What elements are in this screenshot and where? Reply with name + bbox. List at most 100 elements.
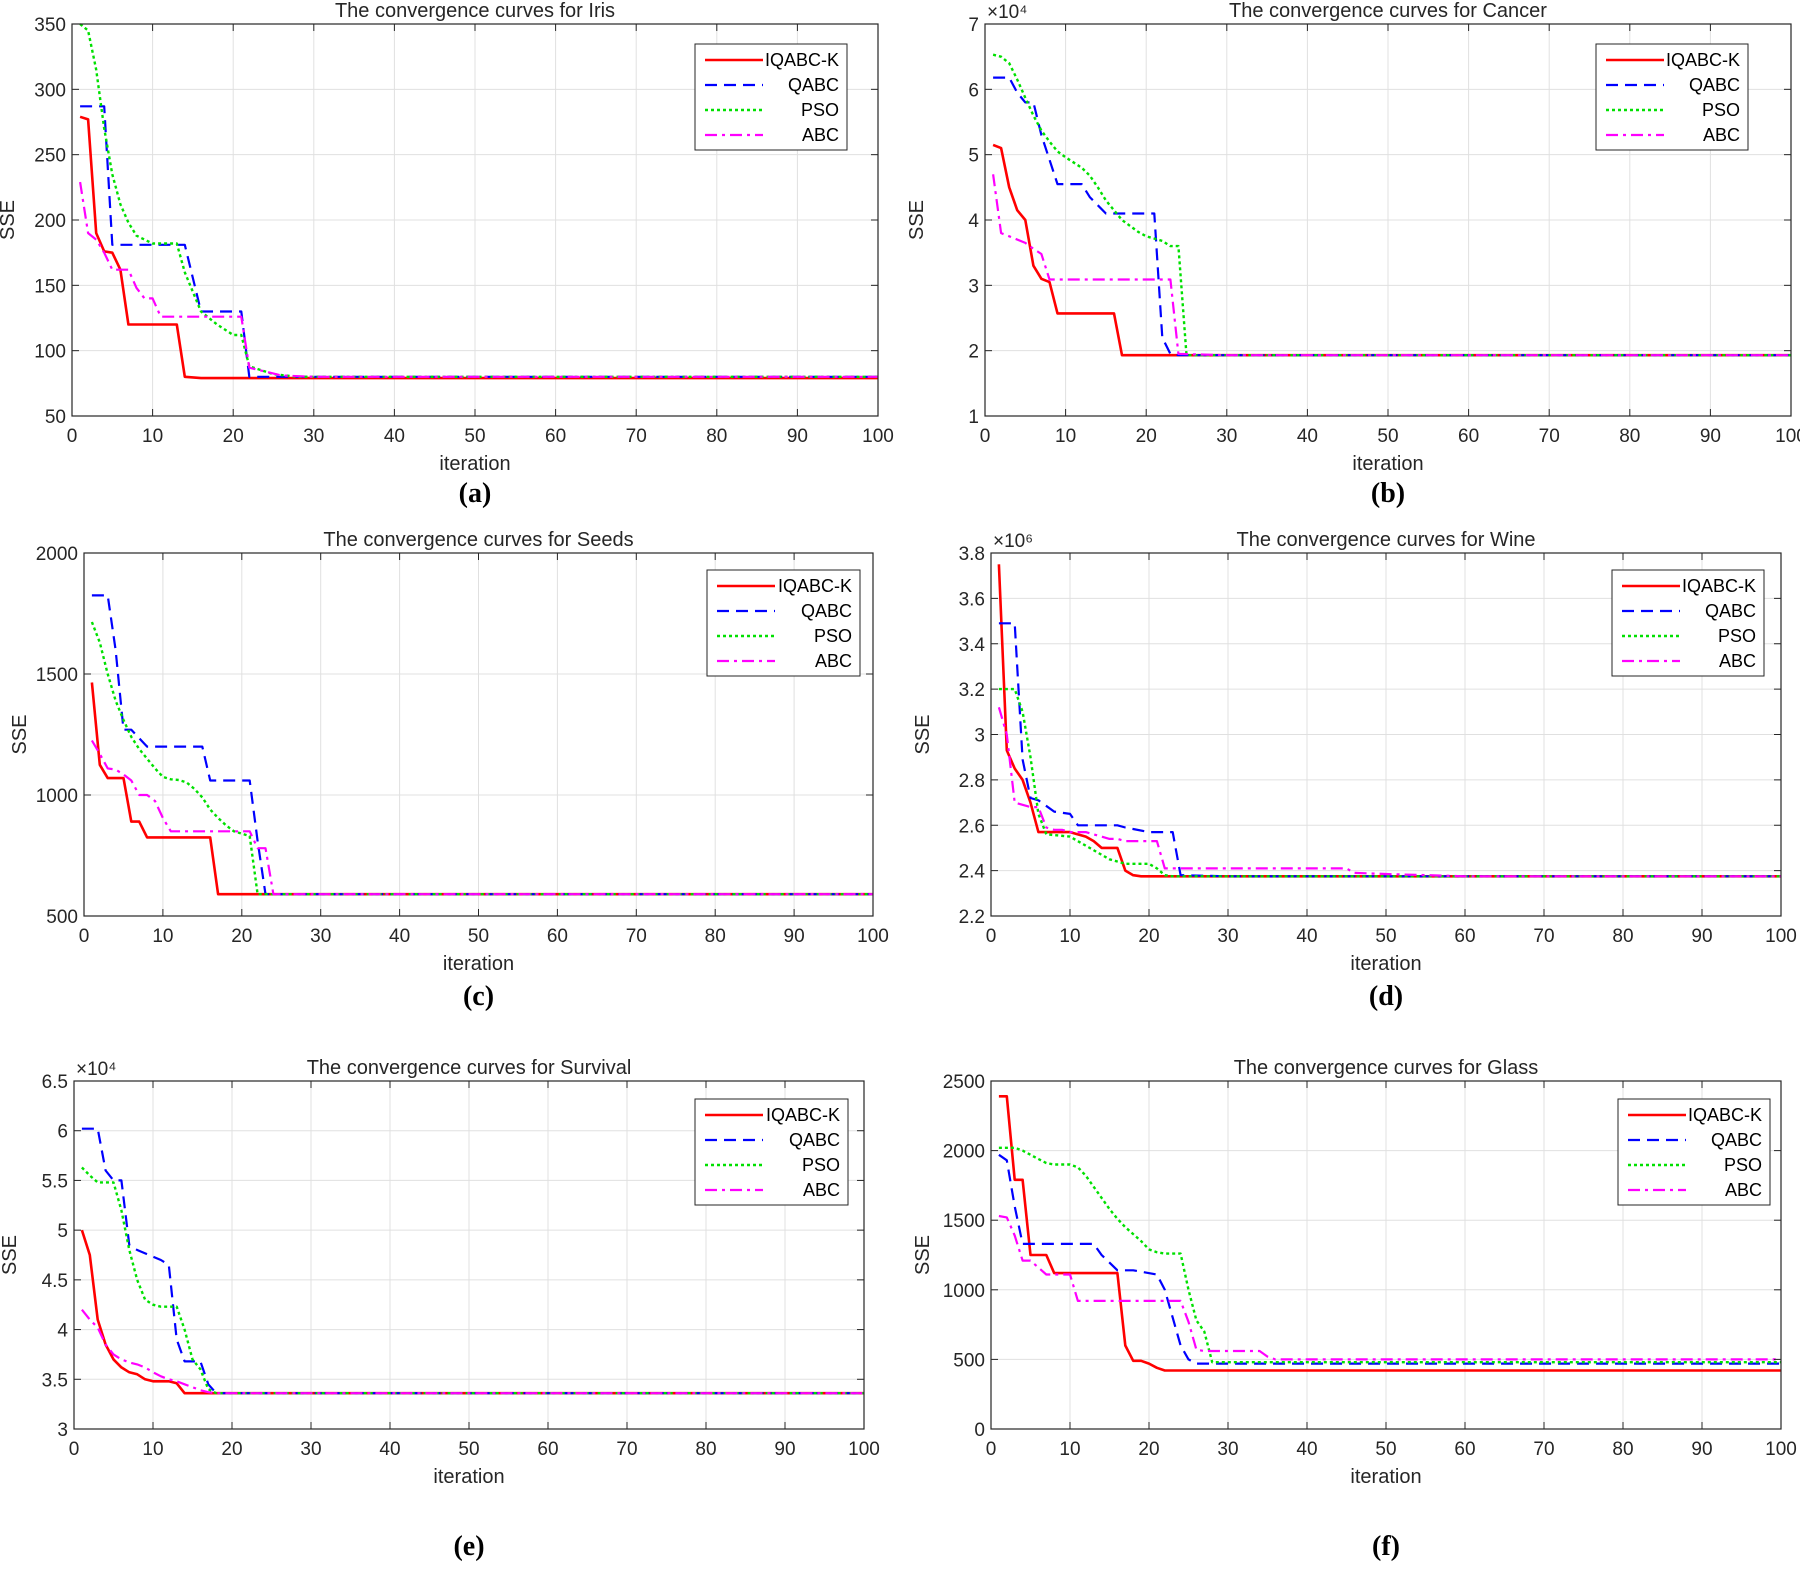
- y-scale-multiplier: ×10⁴: [76, 1059, 116, 1080]
- x-tick-label: 10: [142, 426, 163, 447]
- y-tick-label: 1: [968, 407, 979, 428]
- y-tick-label: 0: [974, 1420, 985, 1441]
- x-tick-label: 50: [458, 1439, 479, 1460]
- series-line-qabc: [81, 1127, 864, 1395]
- series-line-pso: [81, 1166, 864, 1395]
- x-tick-label: 50: [1375, 1439, 1396, 1460]
- y-tick-label: 3.2: [959, 680, 985, 701]
- x-tick-label: 80: [1619, 426, 1640, 447]
- chart-title: The convergence curves for Survival: [307, 1057, 632, 1079]
- series-line-pso: [998, 687, 1781, 878]
- x-tick-label: 30: [1217, 1439, 1238, 1460]
- x-tick-label: 60: [547, 926, 568, 947]
- y-tick-label: 1500: [943, 1211, 985, 1232]
- x-tick-label: 50: [464, 426, 485, 447]
- y-tick-label: 3: [57, 1420, 68, 1441]
- y-tick-label: 3: [968, 276, 979, 297]
- y-tick-label: 2.2: [959, 907, 985, 928]
- y-scale-multiplier: ×10⁶: [993, 531, 1033, 552]
- legend-label: IQABC-K: [1688, 1105, 1762, 1125]
- legend-label: IQABC-K: [778, 576, 852, 596]
- legend: IQABC-K QABC PSO ABC: [1595, 43, 1749, 151]
- y-tick-label: 5: [57, 1221, 68, 1242]
- x-tick-label: 70: [626, 426, 647, 447]
- y-tick-label: 2.8: [959, 771, 985, 792]
- series-line-iqabc-k: [992, 143, 1791, 357]
- y-tick-label: 6.5: [42, 1072, 68, 1093]
- legend-label: PSO: [1718, 626, 1756, 646]
- y-axis-label: SSE: [912, 1235, 934, 1275]
- x-axis-label: iteration: [1352, 453, 1423, 475]
- y-tick-label: 2500: [943, 1072, 985, 1093]
- x-tick-label: 20: [1138, 1439, 1159, 1460]
- x-tick-label: 90: [787, 426, 808, 447]
- panel-label: (d): [1369, 981, 1403, 1012]
- x-tick-label: 100: [1765, 1439, 1797, 1460]
- x-tick-label: 100: [1765, 926, 1797, 947]
- series-line-abc: [79, 181, 878, 378]
- legend: IQABC-K QABC PSO ABC: [1617, 1098, 1771, 1206]
- x-tick-label: 30: [300, 1439, 321, 1460]
- y-tick-label: 200: [34, 211, 66, 232]
- y-tick-label: 350: [34, 15, 66, 36]
- y-tick-label: 4: [57, 1321, 68, 1342]
- y-tick-label: 1000: [36, 786, 78, 807]
- x-tick-label: 60: [1454, 926, 1475, 947]
- y-tick-label: 3.5: [42, 1370, 68, 1391]
- y-tick-label: 3.8: [959, 544, 985, 565]
- x-tick-label: 70: [616, 1439, 637, 1460]
- legend-label: ABC: [803, 1180, 840, 1200]
- y-tick-label: 2.6: [959, 816, 985, 837]
- x-tick-label: 50: [1375, 926, 1396, 947]
- x-tick-label: 80: [1612, 926, 1633, 947]
- x-tick-label: 90: [784, 926, 805, 947]
- legend-label: QABC: [801, 601, 852, 621]
- y-tick-label: 7: [968, 15, 979, 36]
- x-tick-label: 30: [310, 926, 331, 947]
- x-axis-label: iteration: [439, 453, 510, 475]
- x-tick-label: 80: [705, 926, 726, 947]
- chart-title: The convergence curves for Glass: [1234, 1057, 1539, 1079]
- legend-box: [1595, 43, 1749, 151]
- y-tick-label: 5: [968, 146, 979, 167]
- legend-label: PSO: [801, 100, 839, 120]
- x-tick-label: 30: [1216, 426, 1237, 447]
- series-line-pso: [992, 53, 1791, 357]
- x-axis-label: iteration: [443, 953, 514, 975]
- series-line-iqabc-k: [997, 564, 1781, 878]
- y-axis-label: SSE: [912, 714, 934, 754]
- legend-label: IQABC-K: [765, 50, 839, 70]
- x-tick-label: 70: [626, 926, 647, 947]
- chart-title: The convergence curves for Wine: [1236, 529, 1535, 551]
- y-tick-label: 2.4: [959, 862, 986, 883]
- legend-label: QABC: [788, 75, 839, 95]
- legend: IQABC-K QABC PSO ABC: [694, 43, 848, 151]
- x-tick-label: 60: [545, 426, 566, 447]
- x-axis-label: iteration: [1350, 953, 1421, 975]
- y-tick-label: 150: [34, 276, 66, 297]
- series-line-pso: [90, 621, 873, 896]
- x-tick-label: 10: [1059, 1439, 1080, 1460]
- x-tick-label: 10: [152, 926, 173, 947]
- x-tick-label: 30: [303, 426, 324, 447]
- chart-panel-6: 0 10 20 30 40 50 60 70 80 90 100050010001500200025…: [912, 1057, 1797, 1562]
- legend-label: PSO: [1702, 100, 1740, 120]
- series-line-iqabc-k: [80, 1229, 864, 1395]
- chart-title: The convergence curves for Seeds: [323, 529, 633, 551]
- y-tick-label: 50: [45, 407, 66, 428]
- x-tick-label: 90: [774, 1439, 795, 1460]
- x-tick-label: 40: [1296, 926, 1317, 947]
- series-line-pso: [998, 1146, 1781, 1364]
- series-line-qabc: [998, 622, 1781, 878]
- x-tick-label: 10: [1055, 426, 1076, 447]
- x-tick-label: 10: [1059, 926, 1080, 947]
- legend-label: QABC: [1689, 75, 1740, 95]
- panel-label: (c): [463, 981, 494, 1012]
- chart-panel-2: 0 10 20 30 40 50 60 70 80 90 100 1 2 3 4 5 6 7 ×10⁴ The con…: [906, 0, 1800, 509]
- y-tick-label: 4.5: [42, 1271, 68, 1292]
- y-tick-label: 3: [974, 726, 985, 747]
- chart-panel-5: 0 10 20 30 40 50 60 70 80 90 100 3 3.5 4 4.5 5 5.5 6 6.5 ×1…: [0, 1057, 880, 1562]
- x-tick-label: 20: [1138, 926, 1159, 947]
- series-line-qabc: [993, 76, 1791, 357]
- y-tick-label: 2: [968, 342, 979, 363]
